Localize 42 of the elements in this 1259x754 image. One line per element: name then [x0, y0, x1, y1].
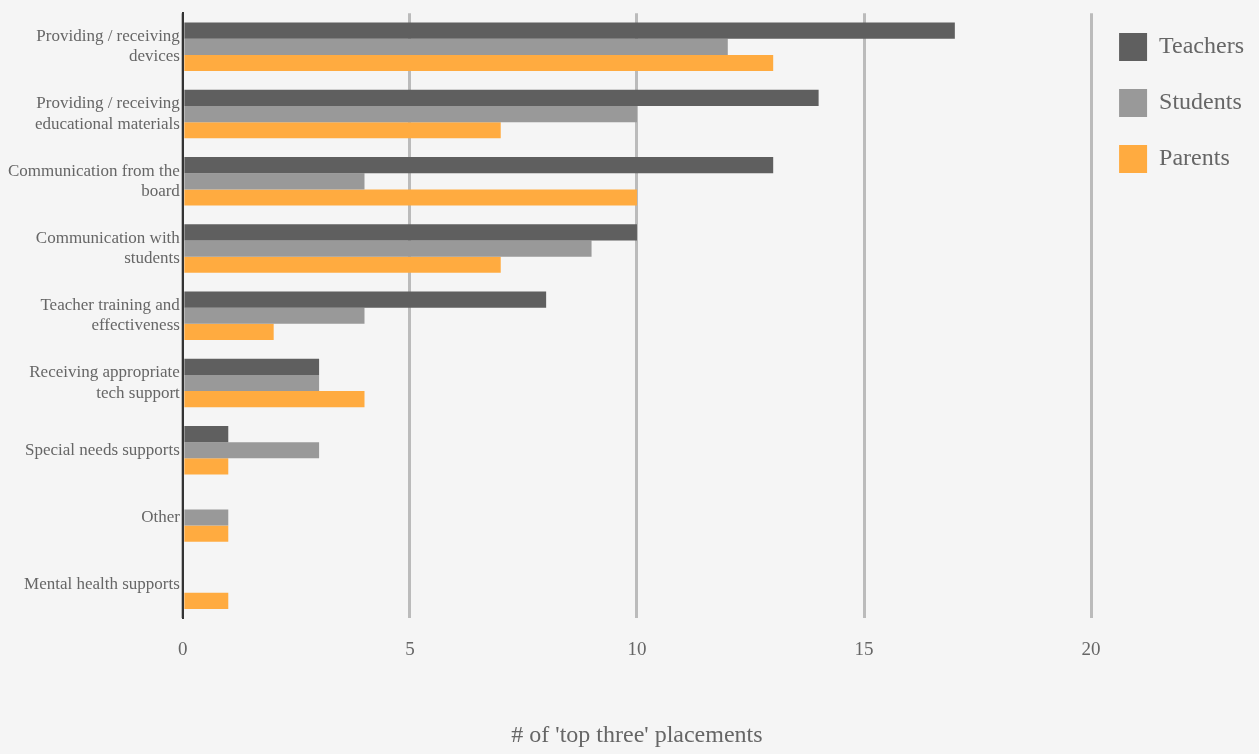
bar [184, 442, 320, 459]
bar [184, 54, 774, 72]
bar [184, 240, 592, 257]
bar [184, 256, 501, 273]
bar [184, 307, 365, 324]
bar [184, 509, 229, 526]
bar [184, 106, 637, 123]
y-tick-label: Mental health supports [24, 574, 180, 594]
x-tick-label: 10 [627, 637, 647, 659]
y-tick-label: Providing / receiving devices [36, 26, 181, 66]
bar [184, 173, 365, 190]
legend-label: Parents [1159, 144, 1230, 171]
bar [184, 89, 819, 106]
legend-label: Teachers [1159, 32, 1245, 59]
x-tick-label: 20 [1081, 637, 1101, 659]
bar [184, 38, 728, 55]
bar [184, 291, 547, 308]
y-tick-label: Communication with students [35, 227, 181, 268]
y-tick-label: Receiving appropriate tech support [29, 362, 181, 402]
bar [184, 122, 501, 139]
legend-label: Students [1159, 88, 1242, 115]
bar [184, 358, 320, 375]
bar [184, 323, 274, 341]
bar [184, 189, 637, 206]
bar [184, 458, 229, 475]
bar [184, 22, 955, 39]
bar [184, 592, 229, 609]
bar [184, 391, 365, 408]
y-tick-label: Other [141, 507, 181, 526]
y-tick-label: Teacher training and effectiveness [40, 295, 181, 335]
y-tick-label: Providing / receiving educational materials [34, 93, 181, 133]
x-tick-label: 5 [405, 637, 415, 659]
y-tick-label: Special needs supports [25, 439, 180, 459]
x-tick-label: 15 [854, 637, 874, 659]
bar [184, 224, 637, 241]
bar [184, 426, 229, 443]
x-tick-label: 0 [178, 637, 188, 659]
bar [184, 374, 320, 392]
bar [184, 525, 229, 542]
y-tick-label: Communication from the board [8, 160, 181, 200]
x-axis-title: # of 'top three' placements [511, 720, 763, 747]
bar [184, 157, 774, 174]
